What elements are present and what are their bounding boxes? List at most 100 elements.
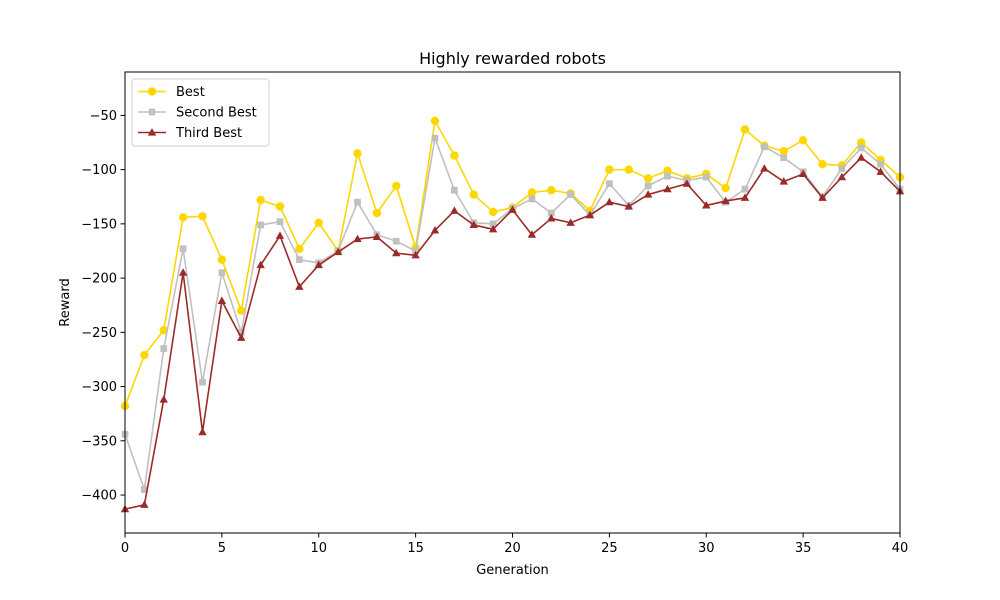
circle-marker [178,213,188,222]
square-marker [838,165,846,172]
triangle-marker [508,205,517,213]
square-marker [664,172,671,180]
circle-marker [430,116,440,126]
square-marker [644,182,652,190]
x-tick-label: 35 [795,541,812,556]
square-marker [528,195,536,203]
square-marker [761,143,768,151]
triangle-marker [333,247,343,256]
circle-marker [237,306,246,315]
square-marker [141,486,148,493]
triangle-marker [430,225,440,234]
circle-marker [779,146,788,156]
triangle-marker [353,234,362,243]
square-marker [741,185,749,193]
circle-marker [740,125,750,134]
y-tick-label: −150 [81,217,117,232]
circle-marker [818,160,827,169]
circle-marker [527,188,537,197]
x-axis: 0 5 10 15 20 25 30 35 40 [121,533,908,556]
legend-label: Third Best [175,126,242,141]
circle-marker [147,87,157,96]
circle-marker [217,255,227,264]
circle-marker [624,165,633,174]
x-tick-label: 15 [407,541,424,556]
y-tick-label: −400 [81,489,117,504]
triangle-marker [837,172,847,181]
legend-label: Second Best [176,106,257,121]
legend-frame [131,78,270,147]
triangle-marker [275,231,285,239]
legend-item: Best [138,85,205,100]
square-marker [218,269,226,277]
triangle-marker [760,164,769,172]
square-marker [606,180,613,188]
triangle-marker [857,153,866,161]
legend-item: Second Best [138,106,257,121]
triangle-marker [566,218,575,226]
series-2 [120,153,905,513]
x-tick-label: 10 [310,541,327,556]
y-tick-label: −350 [81,434,117,449]
y-tick-label: −250 [81,326,117,341]
triangle-marker [547,214,556,222]
x-axis-label: Generation [476,563,549,578]
triangle-marker [585,210,595,219]
triangle-marker [624,202,633,210]
square-marker [160,345,168,352]
triangle-marker [237,333,246,341]
y-tick-label: −200 [81,272,117,287]
y-tick-label: −300 [81,380,117,395]
triangle-marker [702,201,711,209]
square-marker [392,237,400,245]
triangle-marker [314,260,323,269]
triangle-marker [140,500,149,508]
circle-marker [547,186,556,195]
triangle-marker [178,268,188,276]
legend-label: Best [176,85,205,100]
square-marker [179,245,187,253]
circle-marker [721,183,730,193]
triangle-marker [818,193,827,201]
x-tick-label: 0 [121,541,129,556]
square-marker [547,209,555,217]
triangle-marker [605,197,614,206]
circle-marker [392,181,401,191]
x-tick-label: 30 [698,541,715,556]
x-tick-label: 40 [892,541,909,556]
y-tick-label: −50 [90,109,117,124]
triangle-marker [256,260,265,269]
triangle-marker [217,296,227,304]
triangle-marker [159,395,168,403]
square-marker [451,186,458,194]
square-marker [431,134,439,142]
y-tick-label: −100 [81,163,117,178]
square-marker [237,328,245,336]
triangle-marker [469,220,478,229]
triangle-marker [740,193,750,201]
triangle-marker [663,184,672,193]
circle-marker [275,202,285,211]
triangle-marker [876,167,885,175]
series-layer [120,116,905,513]
triangle-marker [147,128,157,136]
legend: Best Second Best Third Best [131,78,270,147]
circle-marker [353,149,362,158]
x-tick-label: 5 [218,541,226,556]
circle-marker [314,218,323,227]
triangle-marker [198,427,207,436]
circle-marker [450,151,459,160]
circle-marker [159,325,168,335]
triangle-marker [779,177,788,185]
triangle-marker [295,282,304,290]
triangle-marker [527,230,537,238]
circle-marker [605,165,614,174]
triangle-marker [450,206,459,214]
circle-marker [798,136,808,145]
y-axis: −400 −350 −300 −250 −200 −150 −100 −50 [81,109,125,504]
triangle-marker [488,224,498,233]
circle-marker [295,244,304,254]
chart-title: Highly rewarded robots [419,49,606,68]
y-axis-label: Reward [58,278,73,326]
